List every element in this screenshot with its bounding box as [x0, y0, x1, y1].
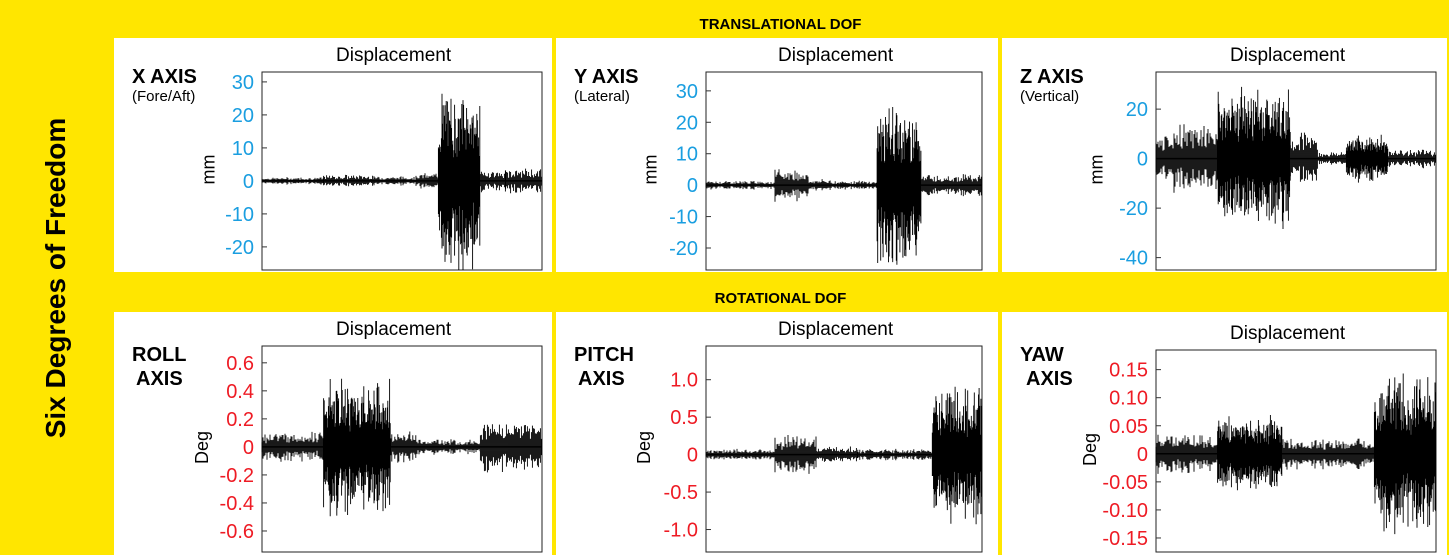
axis-subtitle: AXIS [1026, 368, 1073, 390]
y-tick-label: 0.05 [1109, 416, 1148, 438]
signal-path [705, 386, 982, 525]
chart-panel-1: Y AXIS (Lateral) Displacement mm 30 20 10 0 -10-… [556, 38, 998, 272]
y-tick-label: 0 [1137, 444, 1148, 466]
chart-svg: 30 20 10 0 -10 -20 [669, 71, 983, 271]
y-tick-label: -0.10 [1102, 500, 1148, 522]
signal-path [705, 107, 982, 265]
y-tick-label: 20 [676, 112, 698, 134]
y-tick-label: 0 [687, 175, 698, 197]
y-tick-label: 30 [676, 81, 698, 103]
chart-title: Displacement [1230, 323, 1346, 344]
y-tick-label: -0.05 [1102, 472, 1148, 494]
y-tick-label: 0.6 [226, 353, 254, 375]
y-tick-label: 0.4 [226, 381, 254, 403]
sidebar: Six Degrees of Freedom [0, 0, 112, 555]
axis-name: Y AXIS [574, 66, 639, 88]
y-tick-label: 30 [232, 72, 254, 94]
y-tick-label: -40 [1119, 248, 1148, 270]
chart-title: Displacement [336, 45, 452, 66]
y-tick-label: -20 [1119, 198, 1148, 220]
axis-name: YAW [1020, 344, 1064, 366]
axis-name: X AXIS [132, 66, 197, 88]
chart-panel-3: ROLL AXIS Displacement Deg 0.6 0.4 0.2 0 -0.2 -0.… [114, 312, 552, 555]
y-tick-label: 0 [1137, 149, 1148, 171]
y-tick-label: 0.15 [1109, 360, 1148, 382]
y-tick-label: 0.10 [1109, 388, 1148, 410]
translational-band: TRANSLATIONAL DOF [699, 15, 862, 33]
chart-svg: 1.0 0.5 0 -0.5 -1.0 [664, 345, 983, 553]
y-tick-label: -20 [225, 237, 254, 259]
rotational-band: ROTATIONAL DOF [714, 289, 847, 307]
axis-subtitle: (Lateral) [574, 88, 630, 105]
y-tick-label: 0 [243, 171, 254, 193]
y-tick-label: -10 [669, 207, 698, 229]
chart-svg: 30 20 10 0 -10 -20 [225, 71, 543, 271]
y-tick-label: 0 [243, 437, 254, 459]
y-tick-label: 0.2 [226, 409, 254, 431]
chart-panel-4: PITCH AXIS Displacement Deg 1.0 0.5 0 -0.5 -1.0 [556, 312, 998, 555]
chart-panel-0: X AXIS (Fore/Aft) Displacement mm 30 20 10 0 -10… [114, 38, 552, 272]
y-tick-label: 20 [232, 105, 254, 127]
axis-subtitle: AXIS [136, 368, 183, 390]
y-tick-label: -0.2 [220, 465, 254, 487]
y-tick-label: 1.0 [670, 370, 698, 392]
chart-title: Displacement [336, 319, 452, 340]
y-tick-label: -0.6 [220, 521, 254, 543]
y-tick-label: -1.0 [664, 520, 698, 542]
chart-svg: 20 0 -20 -40 [1119, 71, 1437, 271]
y-tick-label: 20 [1126, 99, 1148, 121]
y-tick-label: -0.15 [1102, 528, 1148, 550]
signal-trace [705, 386, 982, 525]
signal-trace [261, 93, 543, 270]
signal-path [261, 93, 543, 270]
signal-trace [705, 107, 982, 265]
chart-panel-5: YAW AXIS Displacement Deg 0.15 0.10 0.05 0 -0.05… [1002, 312, 1447, 555]
y-tick-label: 10 [676, 144, 698, 166]
chart-svg: 0.15 0.10 0.05 0 -0.05 -0.10 -0.15 [1102, 349, 1437, 553]
y-tick-label: -20 [669, 238, 698, 260]
y-tick-label: -0.4 [220, 493, 254, 515]
y-tick-label: 0 [687, 445, 698, 467]
plot-frame [705, 345, 983, 553]
plot-frame [261, 71, 543, 271]
chart-title: Displacement [778, 319, 894, 340]
chart-panel-2: Z AXIS (Vertical) Displacement mm 20 0 -20 -40 [1002, 38, 1447, 272]
y-tick-label: -0.5 [664, 482, 698, 504]
chart-svg: 0.6 0.4 0.2 0 -0.2 -0.4 -0.6 [220, 345, 543, 553]
chart-title: Displacement [778, 45, 894, 66]
y-tick-label: -10 [225, 204, 254, 226]
plot-frame [705, 71, 983, 271]
axis-subtitle: (Vertical) [1020, 88, 1080, 105]
y-tick-label: 0.5 [670, 407, 698, 429]
chart-title: Displacement [1230, 45, 1346, 66]
y-tick-label: 10 [232, 138, 254, 160]
axis-name: ROLL [132, 344, 187, 366]
axis-name: Z AXIS [1020, 66, 1084, 88]
axis-subtitle: (Fore/Aft) [132, 88, 196, 105]
axis-name: PITCH [574, 344, 634, 366]
axis-subtitle: AXIS [578, 368, 625, 390]
sidebar-title: Six Degrees of Freedom [40, 117, 71, 439]
